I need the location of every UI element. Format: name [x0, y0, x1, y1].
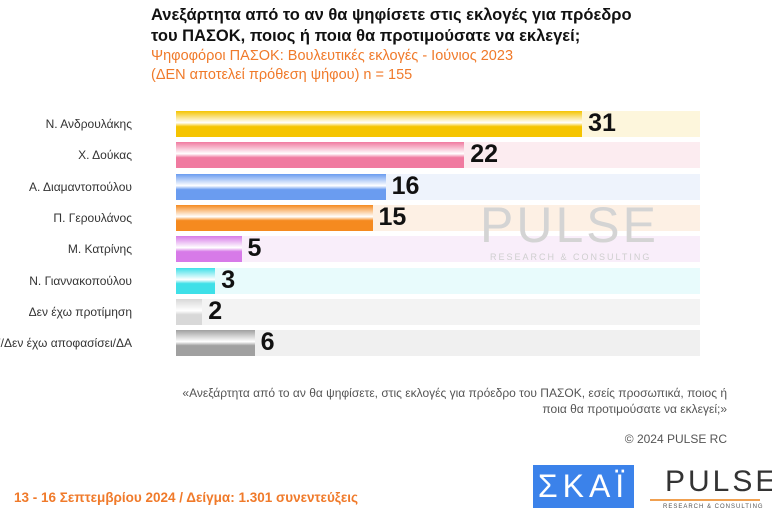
bar-row: Χ. Δούκας 22: [0, 140, 772, 169]
pulse-logo-sub: RESEARCH & CONSULTING: [663, 504, 764, 510]
bar: [176, 204, 373, 231]
title-line-2: του ΠΑΣΟΚ, ποιος ή ποια θα προτιμούσατε …: [151, 27, 581, 45]
watermark-sub: RESEARCH & CONSULTING: [490, 252, 652, 262]
bar-row: Ν. Ανδρουλάκης 31: [0, 109, 772, 137]
pulse-logo: PULSE: [665, 465, 772, 498]
copyright: © 2024 PULSE RC: [624, 432, 727, 446]
bar: [176, 298, 203, 325]
value-label: 16: [391, 171, 420, 200]
bar-track: [176, 267, 700, 294]
pulse-logo-line: [650, 499, 760, 501]
bar-row: Π. Γερουλάνος 15: [0, 202, 772, 231]
bar: [176, 267, 216, 294]
value-label: 15: [378, 202, 407, 231]
question-text: «Ανεξάρτητα από το αν θα ψηφίσετε, στις …: [182, 386, 727, 416]
value-label: 5: [247, 234, 262, 263]
bar: [176, 173, 386, 200]
value-label: 6: [260, 328, 275, 357]
title-line-1: Ανεξάρτητα από το αν θα ψηφίσετε στις εκ…: [151, 6, 632, 24]
bar: [176, 330, 255, 357]
date-sample: 13 - 16 Σεπτεμβρίου 2024 / Δείγμα: 1.301…: [14, 490, 358, 505]
bar-row: Ν. Γιαννακοπούλου 3: [0, 265, 772, 294]
category-label: Χ. Δούκας: [78, 148, 132, 163]
subtitle-line-2: (ΔΕΝ αποτελεί πρόθεση ψήφου) n = 155: [151, 67, 413, 83]
chart-title: Ανεξάρτητα από το αν θα ψηφίσετε στις εκ…: [151, 5, 632, 47]
watermark: PULSE: [480, 197, 659, 253]
bar-row: Α. Διαμαντοπούλου 16: [0, 171, 772, 200]
category-label: Δεν έχω προτίμηση: [28, 304, 132, 319]
category-label: Α. Διαμαντοπούλου: [29, 179, 132, 194]
bar-track: [176, 298, 700, 325]
value-label: 3: [221, 265, 236, 294]
category-label: ΔΓ/Δεν έχω αποφασίσει/ΔΑ: [0, 336, 132, 351]
subtitle-line-1: Ψηφοφόροι ΠΑΣΟΚ: Βουλευτικές εκλογές - Ι…: [151, 48, 514, 64]
bar: [176, 142, 465, 169]
bar-row: Δεν έχω προτίμηση 2: [0, 296, 772, 325]
category-label: Μ. Κατρίνης: [67, 242, 132, 257]
value-label: 2: [208, 296, 223, 325]
bar-track: [176, 330, 700, 357]
bar-row: Μ. Κατρίνης 5: [0, 234, 772, 263]
category-label: Ν. Ανδρουλάκης: [45, 117, 132, 131]
bar: [176, 111, 583, 137]
category-label: Π. Γερουλάνος: [53, 210, 132, 225]
bar-row: ΔΓ/Δεν έχω αποφασίσει/ΔΑ 6: [0, 328, 772, 357]
value-label: 22: [470, 140, 498, 169]
bar: [176, 236, 242, 263]
category-label: Ν. Γιαννακοπούλου: [29, 273, 132, 288]
value-label: 31: [588, 109, 616, 137]
chart-subtitle: Ψηφοφόροι ΠΑΣΟΚ: Βουλευτικές εκλογές - Ι…: [151, 47, 513, 85]
skai-logo: ΣΚΑΪ: [533, 465, 634, 508]
bar-track: [176, 236, 700, 263]
